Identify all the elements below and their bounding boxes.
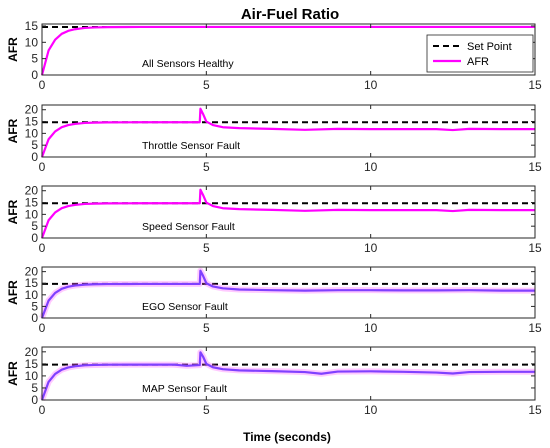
axes-box — [41, 23, 536, 76]
y-tick-label: 0 — [31, 393, 38, 407]
afr-line — [40, 269, 535, 319]
x-tick-label: 0 — [39, 321, 46, 335]
afr-line — [40, 188, 535, 239]
axes-box — [41, 266, 536, 319]
y-tick-label: 10 — [25, 35, 39, 49]
x-tick-label: 10 — [364, 321, 378, 335]
panel-annotation: MAP Sensor Fault — [142, 383, 227, 395]
y-axis-label: AFR — [6, 199, 20, 224]
y-tick-label: 10 — [25, 207, 39, 221]
axes-box — [41, 185, 536, 239]
x-tick-label: 0 — [39, 403, 46, 417]
y-tick-label: 10 — [25, 288, 39, 302]
y-tick-label: 5 — [31, 219, 38, 233]
y-tick-label: 20 — [25, 345, 39, 359]
x-axis-label: Time (seconds) — [243, 430, 331, 444]
y-tick-label: 20 — [25, 265, 39, 279]
x-tick-label: 10 — [364, 403, 378, 417]
legend-box — [426, 34, 534, 73]
axes-box — [41, 104, 536, 158]
y-tick-label: 10 — [25, 126, 39, 140]
x-tick-label: 5 — [203, 403, 210, 417]
y-tick-label: 5 — [31, 299, 38, 313]
x-tick-label: 15 — [528, 403, 542, 417]
x-tick-label: 10 — [364, 78, 378, 92]
x-tick-label: 5 — [203, 78, 210, 92]
legend: Set Point AFR — [426, 34, 534, 73]
y-tick-label: 5 — [31, 381, 38, 395]
panel-annotation: Speed Sensor Fault — [142, 221, 235, 233]
y-axis-label: AFR — [6, 361, 20, 386]
panel-annotation: All Sensors Healthy — [142, 58, 234, 70]
y-tick-label: 15 — [25, 276, 39, 290]
afr-line — [40, 351, 535, 401]
afr-line — [40, 25, 535, 76]
y-tick-label: 15 — [25, 357, 39, 371]
y-axis-label: AFR — [6, 37, 20, 62]
panel-annotation: EGO Sensor Fault — [142, 301, 228, 313]
y-axis-label: AFR — [6, 280, 20, 305]
y-tick-label: 0 — [31, 231, 38, 245]
x-tick-label: 5 — [203, 321, 210, 335]
y-tick-label: 5 — [31, 52, 38, 66]
afr-line — [40, 107, 535, 158]
plot-area — [42, 105, 535, 157]
y-tick-label: 15 — [25, 196, 39, 210]
y-tick-label: 0 — [31, 311, 38, 325]
x-tick-label: 5 — [203, 160, 210, 174]
panel-annotation: Throttle Sensor Fault — [142, 140, 240, 152]
y-tick-label: 5 — [31, 138, 38, 152]
y-tick-label: 15 — [25, 115, 39, 129]
figure-title: Air-Fuel Ratio — [241, 6, 339, 23]
y-tick-label: 20 — [25, 103, 39, 117]
plot-area — [42, 186, 535, 238]
x-tick-label: 0 — [39, 241, 46, 255]
x-tick-label: 15 — [528, 241, 542, 255]
y-tick-label: 0 — [31, 68, 38, 82]
legend-entry-label: AFR — [467, 56, 489, 68]
y-tick-label: 10 — [25, 369, 39, 383]
y-axis-label: AFR — [6, 118, 20, 143]
x-tick-label: 5 — [203, 241, 210, 255]
x-tick-label: 10 — [364, 241, 378, 255]
x-tick-label: 15 — [528, 321, 542, 335]
x-tick-label: 15 — [528, 78, 542, 92]
x-tick-label: 0 — [39, 160, 46, 174]
x-tick-label: 10 — [364, 160, 378, 174]
y-tick-label: 20 — [25, 184, 39, 198]
y-tick-label: 0 — [31, 150, 38, 164]
y-tick-label: 15 — [25, 19, 39, 33]
plot-area — [42, 267, 535, 318]
legend-entry-label: Set Point — [467, 41, 512, 53]
x-tick-label: 0 — [39, 78, 46, 92]
axes-box — [41, 346, 536, 401]
x-tick-label: 15 — [528, 160, 542, 174]
